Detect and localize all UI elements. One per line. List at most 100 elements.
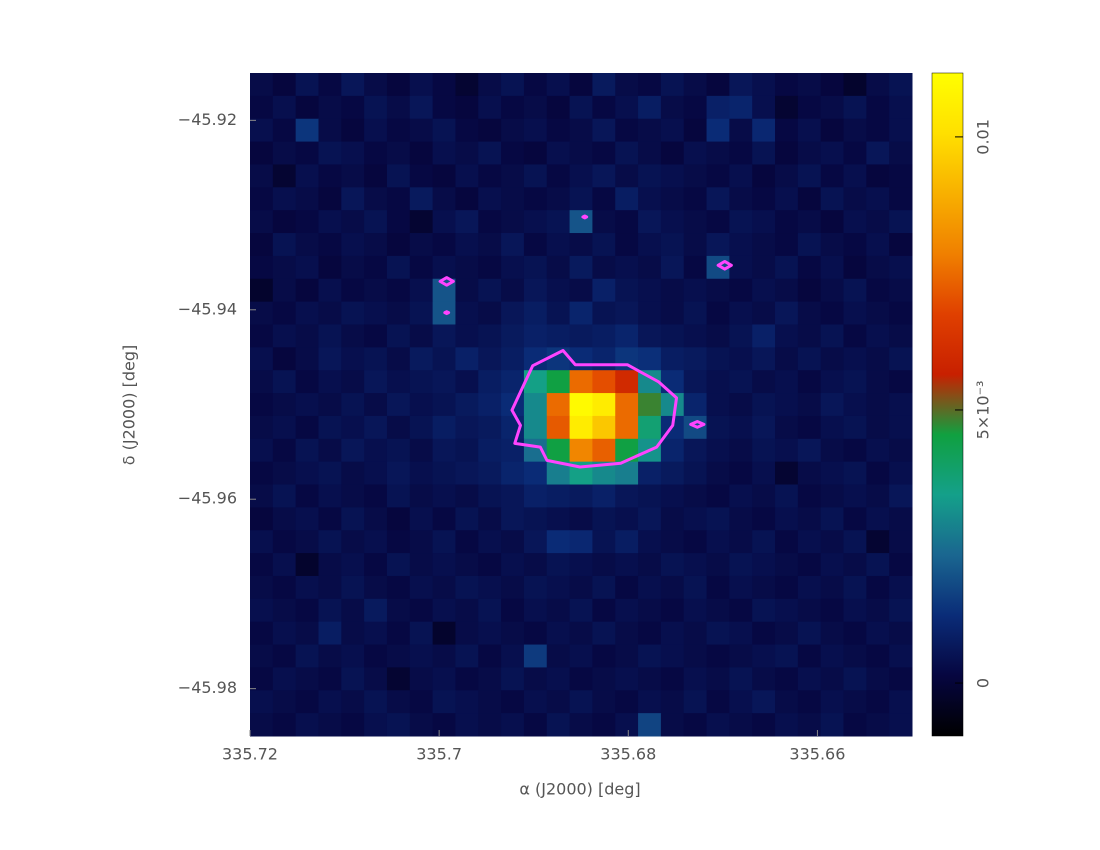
pixel — [546, 553, 571, 577]
pixel — [683, 393, 708, 417]
pixel — [706, 370, 730, 394]
x-tick-label: 335.66 — [789, 745, 845, 764]
pixel — [318, 575, 342, 600]
y-axis-label: δ (J2000) [deg] — [120, 345, 139, 466]
pixel — [866, 393, 890, 417]
pixel — [615, 713, 639, 737]
pixel — [478, 278, 502, 303]
pixel — [295, 690, 319, 714]
pixel — [775, 301, 799, 325]
pixel — [569, 164, 593, 188]
pixel — [341, 530, 365, 554]
pixel — [638, 255, 662, 280]
pixel — [295, 530, 319, 554]
pixel — [386, 141, 411, 165]
pixel — [866, 118, 890, 143]
pixel — [820, 347, 845, 371]
contour — [510, 349, 679, 469]
pixel — [341, 210, 365, 234]
pixel — [272, 233, 297, 257]
pixel — [386, 301, 411, 325]
pixel — [318, 690, 342, 714]
pixel — [615, 141, 639, 165]
pixel — [409, 301, 434, 325]
pixel — [729, 507, 753, 531]
pixel — [295, 553, 319, 577]
pixel — [820, 210, 845, 234]
pixel — [592, 484, 616, 508]
pixel — [660, 187, 685, 211]
pixel — [752, 95, 776, 120]
pixel — [683, 141, 708, 165]
pixel — [889, 621, 913, 646]
pixel — [455, 278, 479, 303]
pixel — [432, 484, 456, 508]
pixel — [409, 73, 434, 97]
pixel — [569, 233, 593, 257]
pixel — [797, 301, 822, 325]
pixel — [569, 255, 593, 280]
pixel — [752, 438, 776, 463]
pixel — [318, 187, 342, 211]
pixel — [523, 644, 548, 668]
pixel — [250, 393, 274, 417]
pixel — [706, 187, 730, 211]
pixel — [546, 278, 571, 303]
pixel — [569, 324, 593, 348]
y-tick-label: −45.94 — [178, 299, 237, 318]
pixel — [341, 324, 365, 348]
pixel — [250, 598, 274, 623]
pixel — [386, 667, 411, 691]
pixel — [409, 324, 434, 348]
pixel — [820, 598, 845, 623]
pixel — [866, 187, 890, 211]
pixel — [729, 553, 753, 577]
pixel — [318, 210, 342, 234]
pixel — [523, 484, 548, 508]
pixel — [250, 324, 274, 348]
pixel — [364, 187, 388, 211]
pixel — [250, 644, 274, 668]
pixel — [386, 621, 411, 646]
pixel — [250, 690, 274, 714]
pixel — [820, 255, 845, 280]
pixel — [546, 187, 571, 211]
pixel — [455, 164, 479, 188]
pixel — [660, 644, 685, 668]
pixel — [729, 667, 753, 691]
pixel — [775, 438, 799, 463]
pixel — [386, 324, 411, 348]
pixel — [409, 370, 434, 394]
pixel — [318, 484, 342, 508]
pixel — [638, 141, 662, 165]
pixel — [432, 575, 456, 600]
pixel — [843, 347, 867, 371]
pixel — [386, 393, 411, 417]
pixel — [683, 575, 708, 600]
pixel — [409, 278, 434, 303]
pixel — [820, 713, 845, 737]
pixel — [592, 530, 616, 554]
pixel — [455, 95, 479, 120]
pixel — [364, 95, 388, 120]
pixel — [592, 255, 616, 280]
colorbar-tick-label: 0 — [974, 678, 993, 688]
pixel — [318, 530, 342, 554]
pixel — [455, 233, 479, 257]
pixel — [843, 621, 867, 646]
pixel — [797, 690, 822, 714]
pixel — [729, 324, 753, 348]
pixel — [797, 644, 822, 668]
pixel — [478, 461, 502, 486]
pixel — [752, 575, 776, 600]
pixel — [318, 347, 342, 371]
pixel — [752, 141, 776, 165]
pixel — [615, 667, 639, 691]
pixel — [364, 553, 388, 577]
pixel — [455, 484, 479, 508]
pixel — [501, 690, 525, 714]
pixel — [660, 255, 685, 280]
pixel — [478, 507, 502, 531]
pixel — [364, 484, 388, 508]
pixel — [843, 530, 867, 554]
